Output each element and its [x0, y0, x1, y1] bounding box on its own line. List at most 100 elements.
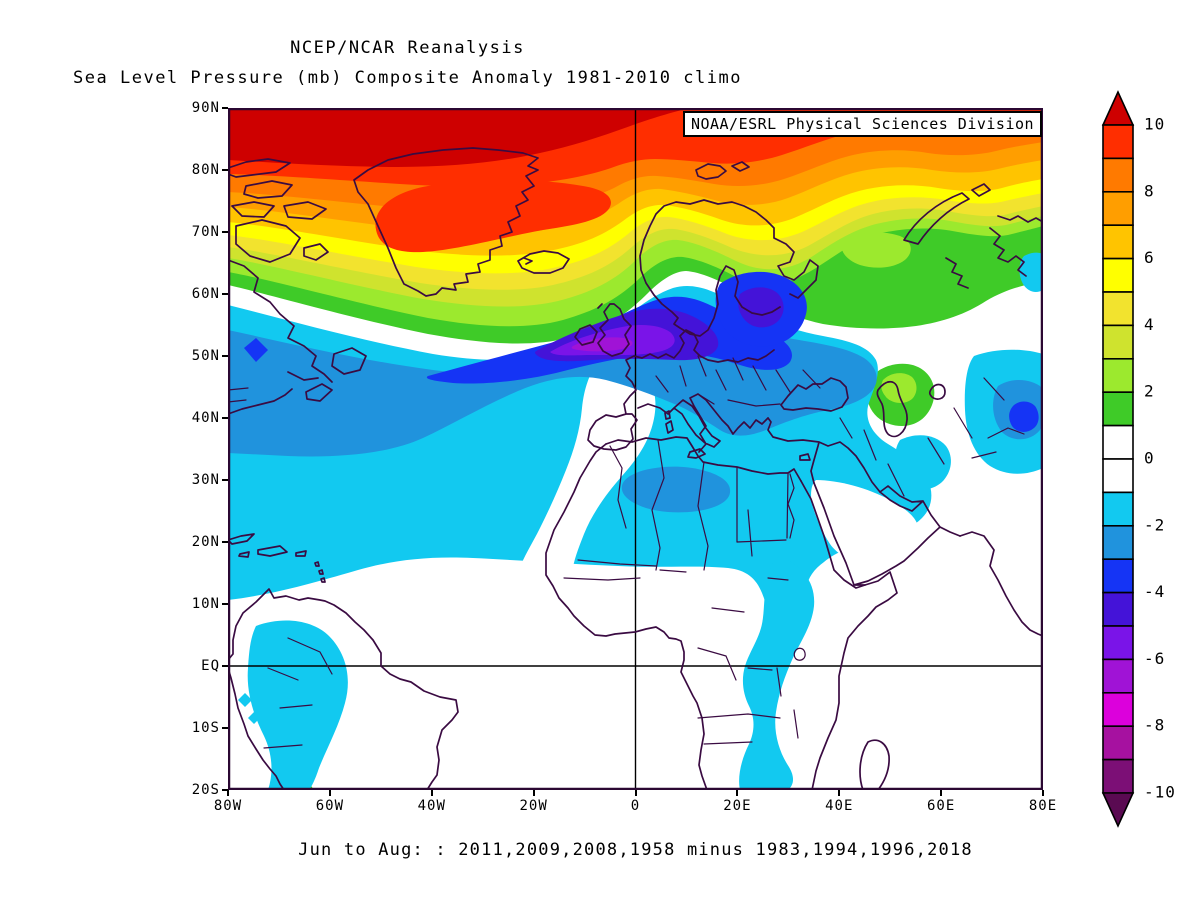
colorbar-cell: [1102, 491, 1134, 527]
x-axis-tick-label: 20W: [519, 798, 548, 814]
x-axis-tick: [1042, 790, 1044, 796]
colorbar-cell: [1102, 224, 1134, 260]
coastline-novaya-zemlya: [903, 183, 1043, 289]
colorbar-tick-label: 4: [1144, 315, 1155, 334]
x-axis-tick: [634, 790, 637, 796]
colorbar-cell: [1102, 257, 1134, 293]
colorbar-cell: [1102, 691, 1134, 727]
colorbar-cell: [1102, 725, 1134, 761]
coastline-south-asia: [959, 531, 1043, 637]
page-title: NCEP/NCAR Reanalysis: [290, 38, 525, 58]
colorbar-cell: [1102, 324, 1134, 360]
y-axis-tick-label: 30N: [191, 472, 220, 488]
y-axis-tick: [222, 417, 228, 419]
y-axis-tick: [222, 293, 228, 295]
colorbar-cell: [1102, 191, 1134, 227]
colorbar-cell: [1102, 524, 1134, 560]
colorbar-cell: [1102, 625, 1134, 661]
y-axis-tick-label: 60N: [191, 286, 220, 302]
x-axis-tick-label: 0: [630, 798, 641, 814]
colorbar: 10 8 6 4 2 0 -2 -4 -6 -8 -10: [1101, 90, 1176, 828]
x-axis-tick-label: 60W: [315, 798, 345, 814]
colorbar-tick-label: 10: [1144, 115, 1165, 134]
x-axis-tick-label: 40W: [417, 798, 446, 814]
y-axis-tick: [222, 169, 228, 171]
y-axis-tick: [222, 727, 228, 729]
coastline-caspian-aral: [876, 380, 946, 438]
y-axis-tick: [222, 355, 228, 357]
y-axis-tick: [222, 231, 228, 233]
credit-box-text: NOAA/ESRL Physical Sciences Division: [690, 115, 1035, 133]
coastline-madagascar: [859, 739, 890, 790]
colorbar-cell: [1102, 558, 1134, 594]
y-axis-tick-label: 10S: [191, 720, 220, 736]
y-axis-tick: [222, 479, 228, 481]
y-axis-tick: [222, 789, 228, 791]
reference-lines: [228, 108, 1043, 790]
coastline-black-sea: [780, 377, 849, 412]
coastlines: [228, 147, 1043, 790]
colorbar-cell: [1102, 424, 1134, 460]
colorbar-arrow-bottom: [1101, 792, 1135, 828]
y-axis-tick-label: 90N: [191, 100, 220, 116]
colorbar-tick-label: -10: [1144, 783, 1176, 802]
colorbar-tick-label: -4: [1144, 582, 1165, 601]
colorbar-tick-label: 2: [1144, 382, 1155, 401]
colorbar-tick-label: 0: [1144, 449, 1155, 468]
negative-anomaly-bands: [228, 252, 1043, 790]
colorbar-cell: [1102, 357, 1134, 393]
coastline-africa-north: [605, 436, 802, 482]
y-axis-tick-label: 20S: [191, 782, 220, 798]
colorbar-cell: [1102, 291, 1134, 327]
coastline-iceland: [517, 250, 570, 274]
coastline-scandinavia: [639, 199, 819, 337]
x-axis-tick: [227, 790, 229, 796]
colorbar-tick-label: 6: [1144, 248, 1155, 267]
x-axis-tick-label: 80E: [1028, 798, 1058, 814]
map-frame: [228, 108, 1043, 790]
x-axis-tick: [940, 790, 943, 796]
coastline-south-america: [228, 588, 459, 790]
coastline-labrador: [228, 259, 367, 415]
coastline-canadian-arctic: [228, 158, 329, 263]
colorbar-cell: [1102, 591, 1134, 627]
coastline-africa-east: [800, 480, 898, 790]
x-axis-tick: [430, 790, 433, 796]
credit-box: NOAA/ESRL Physical Sciences Division: [683, 111, 1042, 137]
coastline-british-isles: [574, 303, 632, 357]
x-axis-tick-label: 20E: [723, 798, 752, 814]
colorbar-cell: [1102, 157, 1134, 193]
x-axis-tick: [532, 790, 535, 796]
colorbar-cell: [1102, 124, 1134, 160]
colorbar-tick-label: 8: [1144, 181, 1155, 200]
coastline-europe: [587, 329, 775, 459]
country-borders: [228, 355, 1025, 749]
coastline-caribbean: [228, 533, 326, 583]
y-axis-tick-label: 10N: [191, 596, 220, 612]
coastline-svalbard: [695, 161, 750, 180]
page-subtitle: Sea Level Pressure (mb) Composite Anomal…: [73, 68, 742, 88]
coastline-turkey-levant: [767, 417, 881, 493]
x-axis-tick: [838, 790, 841, 796]
anomaly-map-canvas: [228, 108, 1043, 790]
x-axis-tick: [736, 790, 739, 796]
y-axis-tick-label: 50N: [191, 348, 220, 364]
colorbar-arrow-top: [1101, 90, 1135, 126]
colorbar-tick-label: -2: [1144, 515, 1165, 534]
y-axis-tick: [222, 603, 228, 605]
caption: Jun to Aug: : 2011,2009,2008,1958 minus …: [298, 840, 973, 860]
colorbar-cell: [1102, 658, 1134, 694]
y-axis-tick-label: 70N: [191, 224, 220, 240]
colorbar-cell: [1102, 391, 1134, 427]
y-axis-tick: [222, 541, 228, 543]
coastline-africa-west-south: [545, 443, 708, 790]
y-axis-tick-label: 20N: [191, 534, 220, 550]
colorbar-tick-label: -6: [1144, 649, 1165, 668]
colorbar-cell: [1102, 458, 1134, 494]
y-axis-tick: [222, 665, 228, 667]
y-axis-tick-label: 80N: [191, 162, 220, 178]
y-axis-tick-label: 40N: [191, 410, 220, 426]
coastline-greenland: [353, 147, 539, 297]
y-axis-tick: [222, 107, 228, 109]
